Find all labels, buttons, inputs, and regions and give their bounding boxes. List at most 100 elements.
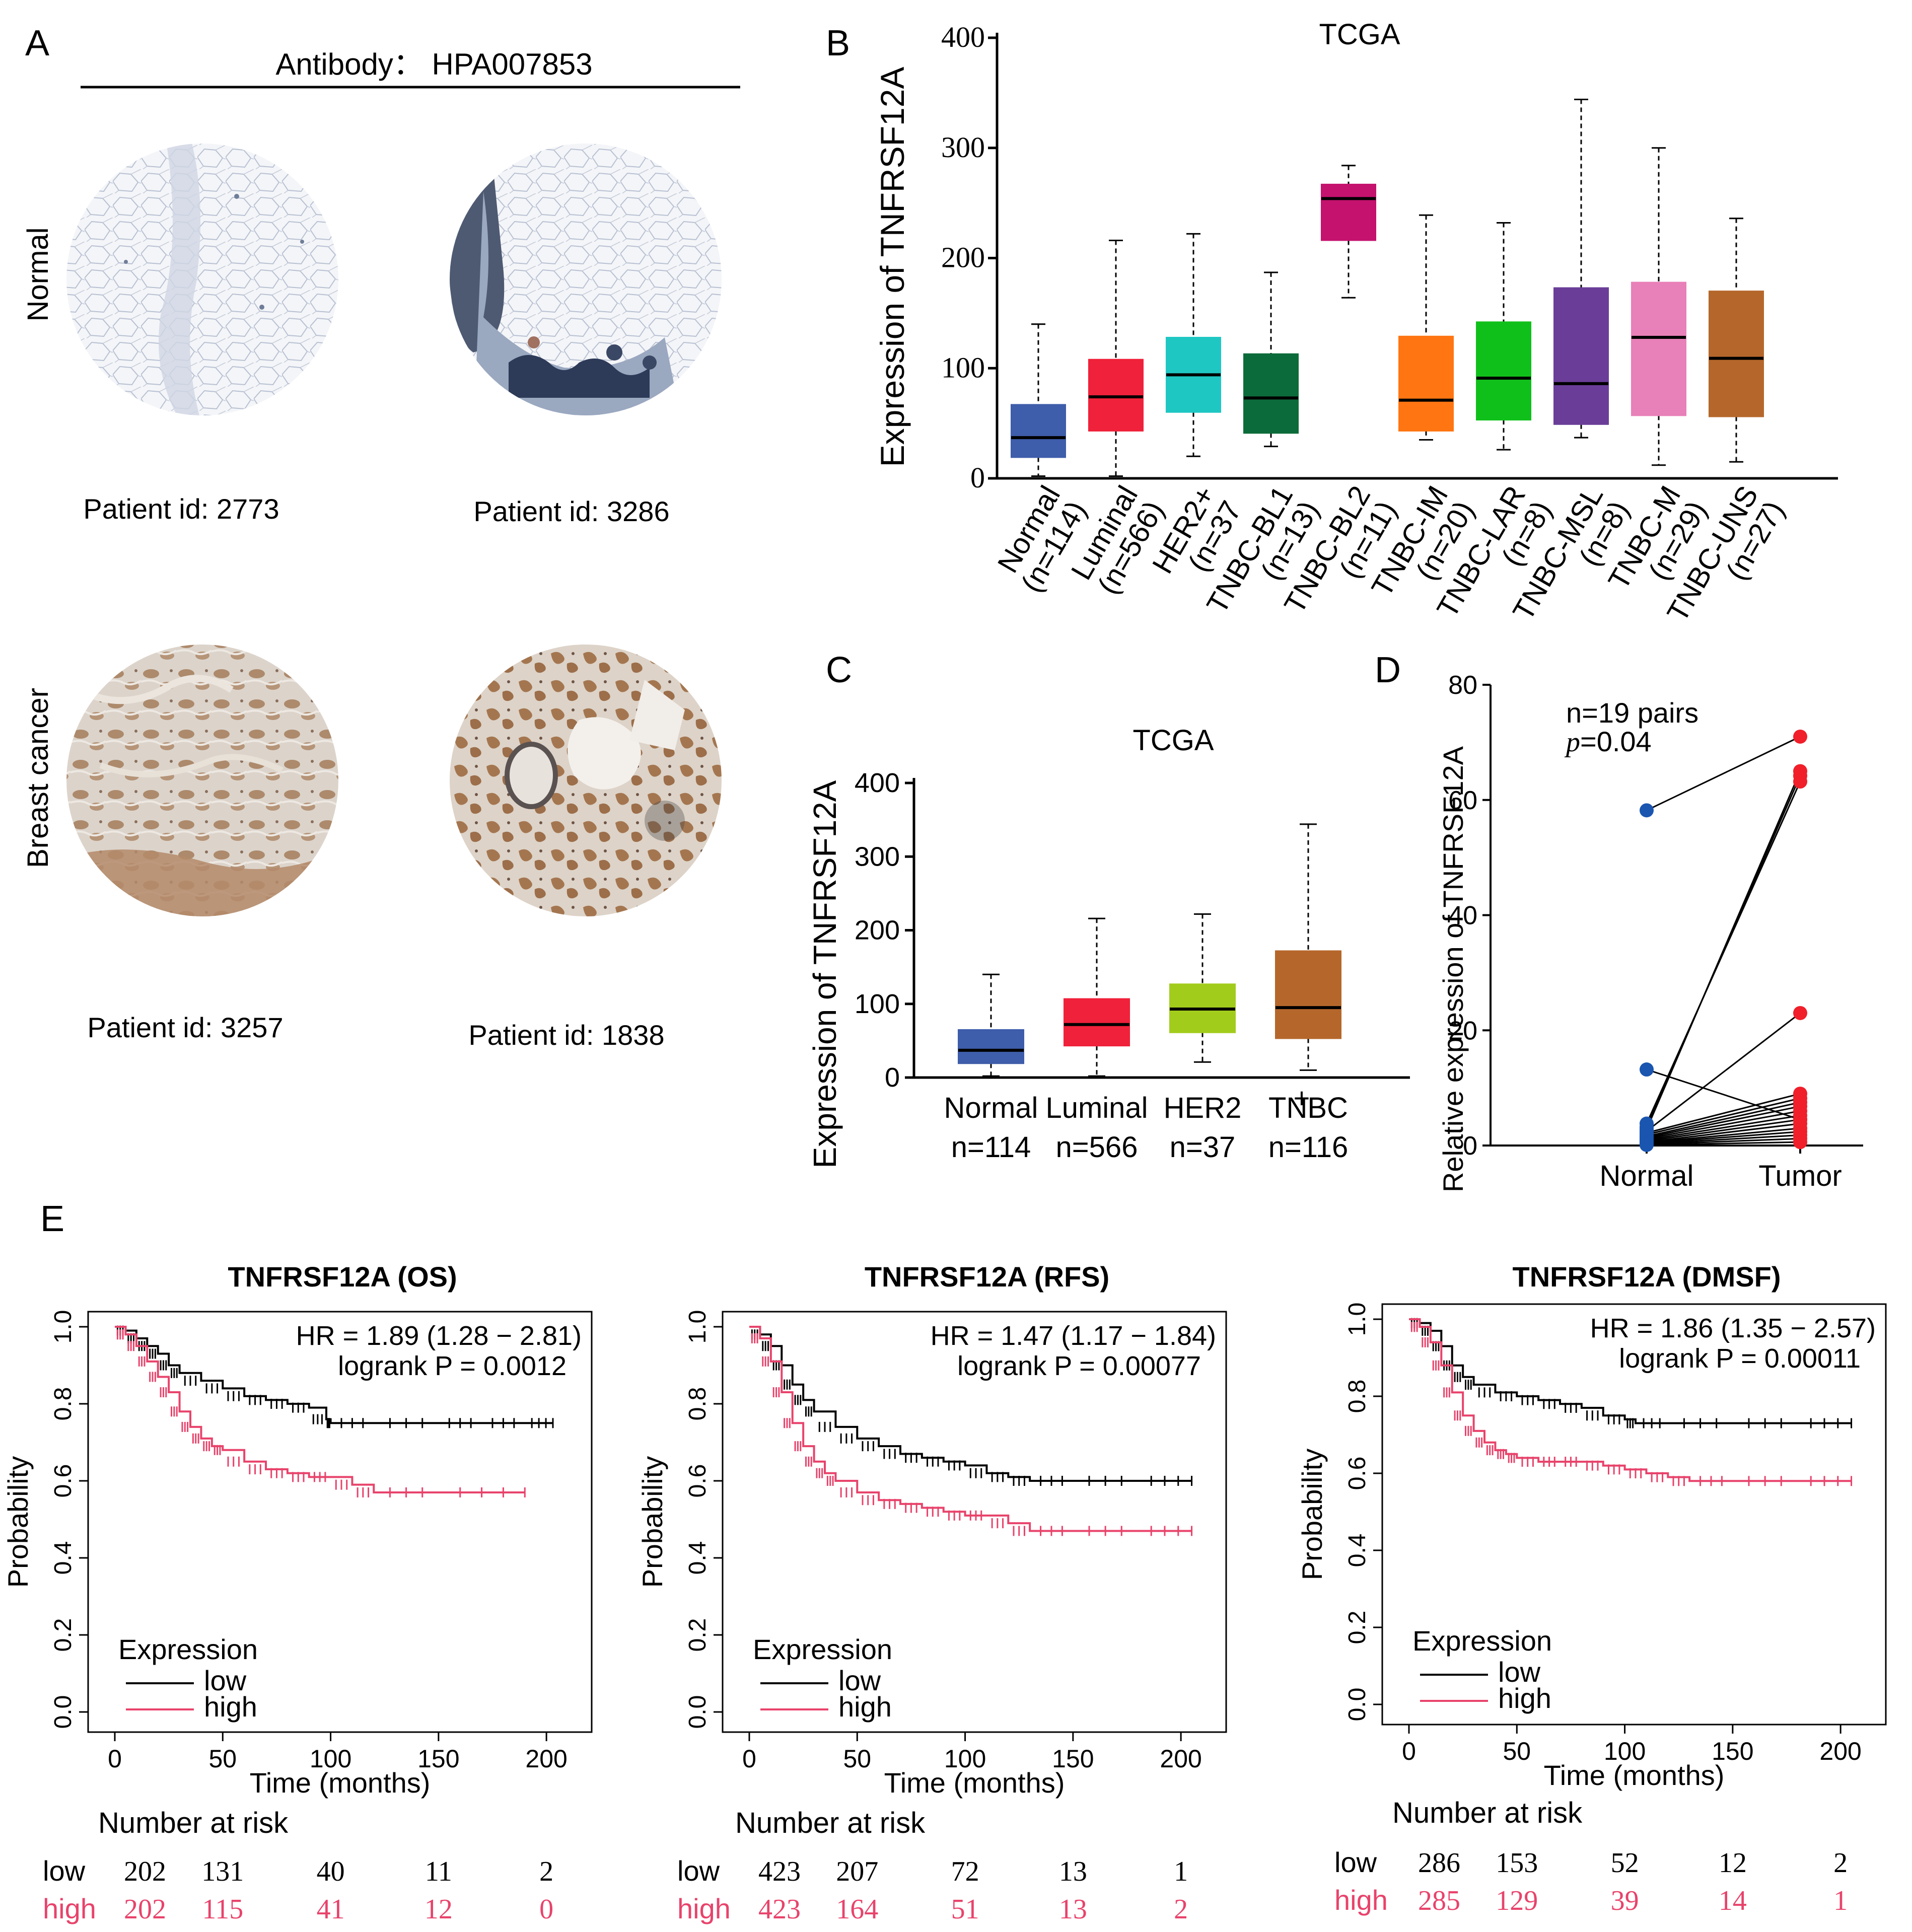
km-curve-low [115,1326,553,1424]
legend-label-low: low [204,1665,247,1696]
risk-label-high: high [677,1893,731,1924]
risk-label-low: low [677,1855,720,1887]
category-label: TNBC [1268,1092,1348,1124]
x-tick-label: 100 [310,1745,351,1773]
km-title: TNFRSF12A (RFS) [865,1261,1109,1293]
pair-line [1646,1110,1801,1139]
pair-line [1646,1097,1801,1135]
pair-line [1646,1115,1801,1141]
risk-value-low: 40 [317,1856,345,1887]
pair-line [1646,1012,1801,1132]
antibody-label: Antibody： HPA007853 [275,47,592,81]
panel-d: D Relative expression of TNFRSF12A n=19 … [1375,650,1863,1192]
x-axis-label: Time (months) [884,1767,1065,1799]
panel-label-b: B [826,23,850,63]
chart-b-plot: 0 100 200 300 400 Normal(n=114)Luminal(n=566)… [941,21,1838,627]
y-tick-label: 0 [970,461,985,494]
chart-c-plot: 0 100 200 300 400 Normal n=114 Luminal n=566 HER2… [855,768,1410,1164]
box-4 [1243,353,1299,434]
x-tick-label: 0 [108,1745,122,1773]
risk-value-high: 13 [1059,1894,1087,1925]
risk-value-high: 14 [1719,1885,1747,1916]
x-tick-label: 50 [208,1745,237,1773]
km-title: TNFRSF12A (DMSF) [1512,1261,1781,1293]
pair-line [1646,736,1801,811]
risk-value-high: 12 [424,1894,453,1925]
risk-value-low: 423 [758,1856,801,1887]
legend-title: Expression [118,1633,258,1665]
pair-line [1646,1137,1801,1146]
y-axis-label: Probability [1296,1449,1328,1580]
box-5 [1321,183,1376,241]
pair-line [1646,1093,1801,1134]
box-4 [1275,950,1341,1039]
risk-value-low: 286 [1418,1847,1460,1879]
logrank-text: logrank P = 0.0012 [338,1351,566,1381]
tissue-core-1838 [450,645,722,916]
tumor-point [1793,729,1807,744]
risk-value-low: 2 [539,1856,553,1887]
y-tick-label: 0.6 [50,1464,77,1498]
pair-line [1646,1119,1801,1142]
legend-label-high: high [1498,1682,1551,1714]
pair-line [1646,1101,1801,1137]
x-tick-label: 50 [843,1745,871,1773]
panel-label-a: A [25,23,49,63]
risk-value-low: 12 [1719,1847,1747,1879]
panel-e: E TNFRSF12A (OS)0.00.20.40.60.81.00 50 100… [2,1199,1887,1925]
risk-label-low: low [1334,1846,1377,1878]
chart-d-plot: 0 20 40 60 80 Normal Tumor [1448,671,1863,1192]
km-curve-high [115,1326,525,1493]
y-tick-label: 300 [941,131,985,164]
risk-title: Number at risk [98,1807,289,1839]
chart-d-p-italic: p [1564,727,1580,758]
x-tick-label: 200 [525,1745,567,1773]
y-tick-label: 0.2 [684,1618,711,1652]
chart-d-p-value: =0.04 [1580,726,1652,757]
km-curve-high [749,1326,1192,1532]
legend-label-high: high [204,1691,257,1723]
box-7 [1476,321,1531,421]
tumor-point [1793,1006,1807,1020]
category-label: n=37 [1170,1131,1236,1164]
box-9 [1631,281,1686,416]
box-1 [958,1029,1024,1064]
y-tick-label: 0.8 [1344,1380,1371,1413]
km-title: TNFRSF12A (OS) [228,1261,457,1293]
y-tick-label: 0 [1463,1131,1477,1161]
normal-point [1640,803,1654,818]
hr-text: HR = 1.89 (1.28 − 2.81) [296,1321,582,1351]
x-tick-label: 100 [1604,1737,1646,1765]
panel-label-c: C [826,650,852,690]
hr-text: HR = 1.86 (1.35 − 2.57) [1590,1313,1876,1343]
chart-c-title: TCGA [1132,724,1214,757]
box-1 [1011,404,1066,458]
y-tick-label: 0.2 [1344,1611,1371,1644]
patient-id-2773: Patient id: 2773 [83,493,279,525]
km-plot-dmsf: TNFRSF12A (DMSF) 0.0 0.2 0.4 0.6 0.8 1.0 0 50 100… [1296,1261,1887,1916]
logrank-text: logrank P = 0.00011 [1619,1343,1861,1374]
km-curve-low [1409,1318,1852,1424]
box-8 [1553,287,1609,425]
chart-d-annotation: n=19 pairs [1566,697,1698,729]
risk-value-high: 2 [1174,1894,1188,1925]
y-tick-label: 0.0 [50,1695,77,1729]
risk-value-high: 129 [1496,1885,1538,1916]
km-plot-rfs: TNFRSF12A (RFS) 0.0 0.2 0.4 0.6 0.8 1.0 0 50 100 1… [636,1261,1227,1925]
tissue-core-2773 [66,144,338,415]
chart-b-title: TCGA [1319,18,1400,51]
x-axis-label: Time (months) [1544,1759,1725,1791]
risk-value-low: 202 [124,1856,166,1887]
risk-value-high: 423 [758,1894,801,1925]
y-tick-label: 1.0 [1344,1303,1371,1336]
y-tick-label: 80 [1448,671,1477,700]
box-2 [1088,359,1144,432]
y-tick-label: 200 [941,241,985,274]
legend-title: Expression [1412,1625,1552,1657]
y-tick-label: 60 [1448,786,1477,815]
panel-label-e: E [40,1199,64,1239]
legend-label-high: high [838,1691,892,1723]
risk-value-low: 131 [201,1856,244,1887]
risk-title: Number at risk [1392,1797,1583,1829]
category-label: n=114 [951,1131,1031,1164]
